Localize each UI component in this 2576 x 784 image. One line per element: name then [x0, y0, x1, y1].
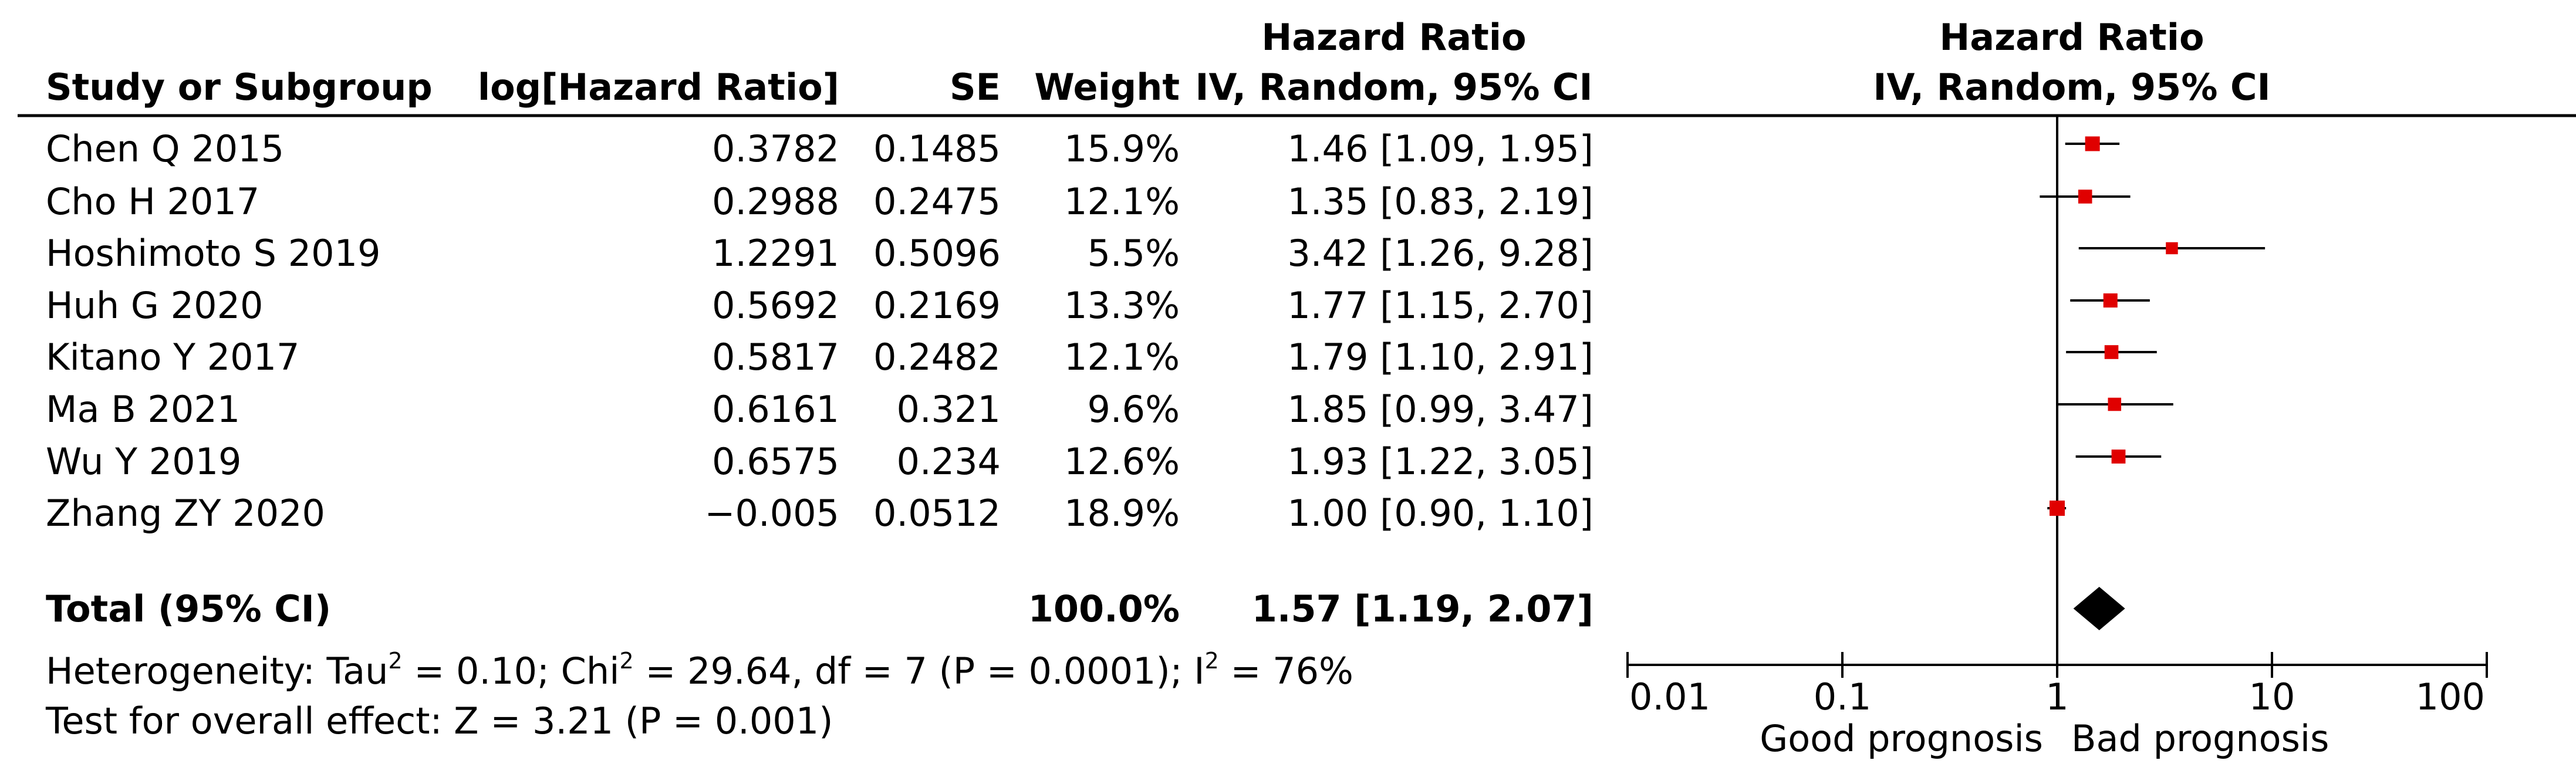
- loghr-value: 0.5692: [712, 284, 839, 327]
- se-value: 0.2169: [873, 284, 1001, 327]
- good-prognosis-label: Good prognosis: [1760, 717, 2043, 760]
- plot-header-line1: Hazard Ratio: [1939, 16, 2204, 59]
- hr-ci-value: 1.77 [1.15, 2.70]: [1287, 284, 1593, 327]
- hr-ci-value: 1.46 [1.09, 1.95]: [1287, 127, 1593, 170]
- weight-value: 9.6%: [1087, 388, 1180, 431]
- study-marker: [2103, 293, 2118, 308]
- weight-value: 15.9%: [1064, 127, 1180, 170]
- weight-value: 12.1%: [1064, 336, 1180, 379]
- summary-diamond: [2073, 587, 2125, 630]
- loghr-value: 0.5817: [712, 336, 839, 379]
- study-name: Cho H 2017: [46, 180, 260, 223]
- hr-ci-value: 1.35 [0.83, 2.19]: [1287, 180, 1593, 223]
- study-marker: [2104, 345, 2119, 359]
- study-name: Kitano Y 2017: [46, 336, 300, 379]
- study-name: Hoshimoto S 2019: [46, 232, 381, 275]
- loghr-column-header: log[Hazard Ratio]: [477, 66, 839, 109]
- loghr-value: 1.2291: [712, 232, 839, 275]
- study-marker: [2166, 242, 2178, 255]
- weight-column-header: Weight: [1034, 66, 1180, 109]
- study-marker: [2111, 450, 2126, 464]
- hr-ci-value: 1.93 [1.22, 3.05]: [1287, 440, 1593, 483]
- hr-ci-value: 1.79 [1.10, 2.91]: [1287, 336, 1593, 379]
- se-value: 0.0512: [873, 492, 1001, 535]
- se-value: 0.234: [896, 440, 1001, 483]
- overall-effect-text: Test for overall effect: Z = 3.21 (P = 0…: [46, 699, 833, 742]
- plot-header-line2: IV, Random, 95% CI: [1873, 66, 2271, 109]
- weight-value: 12.1%: [1064, 180, 1180, 223]
- weight-value: 12.6%: [1064, 440, 1180, 483]
- se-value: 0.1485: [873, 127, 1001, 170]
- study-marker: [2085, 136, 2100, 151]
- bad-prognosis-label: Bad prognosis: [2071, 717, 2329, 760]
- hr-ci-value: 1.00 [0.90, 1.10]: [1287, 492, 1593, 535]
- se-value: 0.2482: [873, 336, 1001, 379]
- hr-ci-value: 1.85 [0.99, 3.47]: [1287, 388, 1593, 431]
- heterogeneity-text: Heterogeneity: Tau2 = 0.10; Chi2 = 29.64…: [46, 648, 1353, 692]
- weight-value: 5.5%: [1087, 232, 1180, 275]
- loghr-value: 0.2988: [712, 180, 839, 223]
- x-tick-label: 10: [2249, 675, 2295, 718]
- study-name: Zhang ZY 2020: [46, 492, 325, 535]
- study-marker: [2078, 190, 2092, 204]
- se-column-header: SE: [949, 66, 1001, 109]
- loghr-value: 0.6161: [712, 388, 839, 431]
- hr-header-line1: Hazard Ratio: [1261, 16, 1527, 59]
- hr-ci-value: 3.42 [1.26, 9.28]: [1287, 232, 1593, 275]
- study-marker: [2050, 501, 2065, 516]
- loghr-value: 0.6575: [712, 440, 839, 483]
- loghr-value: −0.005: [704, 492, 839, 535]
- study-name: Wu Y 2019: [46, 440, 242, 483]
- weight-value: 13.3%: [1064, 284, 1180, 327]
- se-value: 0.5096: [873, 232, 1001, 275]
- hr-header-line2: IV, Random, 95% CI: [1195, 66, 1593, 109]
- weight-value: 18.9%: [1064, 492, 1180, 535]
- x-tick-label: 100: [2416, 675, 2485, 718]
- study-column-header: Study or Subgroup: [46, 66, 433, 109]
- study-name: Ma B 2021: [46, 388, 241, 431]
- study-name: Huh G 2020: [46, 284, 264, 327]
- x-tick-label: 1: [2045, 675, 2068, 718]
- total-label: Total (95% CI): [46, 587, 332, 630]
- loghr-value: 0.3782: [712, 127, 839, 170]
- x-tick-label: 0.01: [1629, 675, 1710, 718]
- total-ci: 1.57 [1.19, 2.07]: [1251, 587, 1593, 630]
- se-value: 0.2475: [873, 180, 1001, 223]
- total-weight: 100.0%: [1028, 587, 1180, 630]
- x-tick-label: 0.1: [1814, 675, 1872, 718]
- se-value: 0.321: [896, 388, 1001, 431]
- study-marker: [2108, 397, 2122, 411]
- study-name: Chen Q 2015: [46, 127, 285, 170]
